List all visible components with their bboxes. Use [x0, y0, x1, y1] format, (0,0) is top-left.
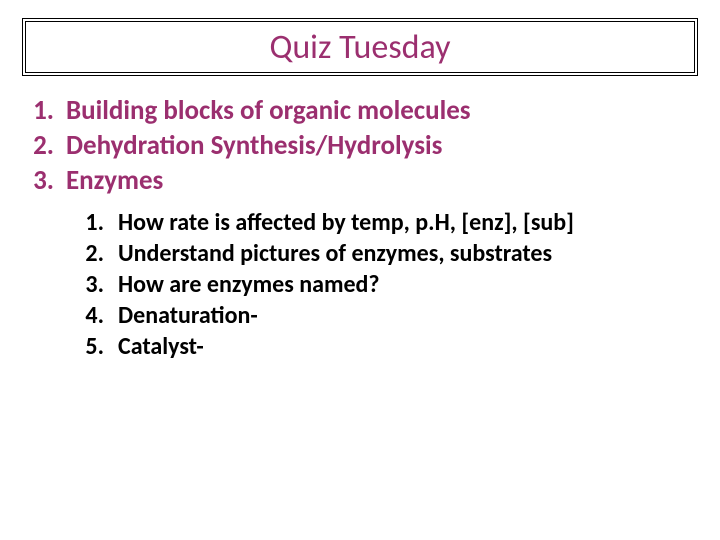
list-number: 1. [78, 208, 118, 237]
list-item: 3. Enzymes [24, 164, 471, 197]
list-number: 2. [78, 239, 118, 268]
title-box: Quiz Tuesday [22, 18, 698, 76]
list-label: Denaturation- [118, 301, 258, 330]
list-number: 2. [24, 129, 66, 162]
list-item: 1. How rate is affected by temp, p.H, [e… [78, 208, 574, 237]
list-item: 3. How are enzymes named? [78, 270, 574, 299]
list-item: 5. Catalyst- [78, 332, 574, 361]
list-label: Understand pictures of enzymes, substrat… [118, 239, 552, 268]
list-label: How rate is affected by temp, p.H, [enz]… [118, 208, 574, 237]
list-number: 1. [24, 94, 66, 127]
slide-title: Quiz Tuesday [269, 27, 450, 68]
list-number: 4. [78, 301, 118, 330]
main-list: 1. Building blocks of organic molecules … [24, 94, 471, 199]
list-label: How are enzymes named? [118, 270, 380, 299]
list-label: Enzymes [66, 164, 163, 197]
list-item: 4. Denaturation- [78, 301, 574, 330]
list-label: Building blocks of organic molecules [66, 94, 471, 127]
list-item: 2. Dehydration Synthesis/Hydrolysis [24, 129, 471, 162]
list-item: 1. Building blocks of organic molecules [24, 94, 471, 127]
list-number: 3. [24, 164, 66, 197]
list-number: 5. [78, 332, 118, 361]
list-item: 2. Understand pictures of enzymes, subst… [78, 239, 574, 268]
list-label: Catalyst- [118, 332, 204, 361]
sub-list: 1. How rate is affected by temp, p.H, [e… [78, 208, 574, 363]
list-number: 3. [78, 270, 118, 299]
list-label: Dehydration Synthesis/Hydrolysis [66, 129, 442, 162]
